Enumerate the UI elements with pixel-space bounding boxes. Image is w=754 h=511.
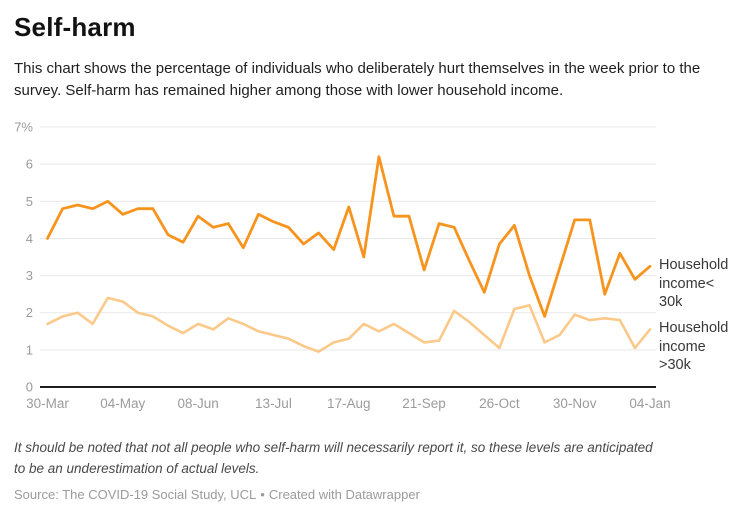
page-title: Self-harm bbox=[14, 12, 136, 42]
x-tick-label: 26-Oct bbox=[479, 396, 520, 411]
x-tick-label: 04-May bbox=[100, 396, 145, 411]
legend-label-low-income: Household income< 30k bbox=[659, 256, 751, 312]
legend-line: Household bbox=[659, 320, 729, 337]
legend-line: income< bbox=[659, 275, 715, 292]
x-tick-label: 21-Sep bbox=[402, 396, 446, 411]
y-tick-label: 4 bbox=[26, 231, 33, 246]
x-tick-label: 04-Jan bbox=[629, 396, 670, 411]
x-tick-label: 08-Jun bbox=[177, 396, 218, 411]
y-tick-label: 5 bbox=[26, 194, 33, 209]
series-line-0 bbox=[46, 155, 652, 318]
footnote: It should be noted that not all people w… bbox=[14, 440, 653, 476]
y-tick-label: 0 bbox=[26, 380, 33, 395]
line-chart: 0 1 2 3 4 5 6 7% 30-Mar 04-May 08-Jun 13-Jul 17-Aug 2… bbox=[0, 115, 754, 435]
x-tick-label: 17-Aug bbox=[327, 396, 371, 411]
y-tick-label: 1 bbox=[26, 342, 33, 357]
legend-line: income bbox=[659, 338, 706, 355]
legend-line: >30k bbox=[659, 357, 691, 374]
y-tick-label: 2 bbox=[26, 305, 33, 320]
x-tick-label: 13-Jul bbox=[255, 396, 292, 411]
y-tick-label: 6 bbox=[26, 157, 33, 172]
attribution-text: Created with Datawrapper bbox=[268, 487, 420, 502]
legend-label-high-income: Household income >30k bbox=[659, 319, 751, 375]
legend-line: Household bbox=[659, 257, 729, 274]
source-text: Source: The COVID-19 Social Study, UCL bbox=[14, 487, 257, 502]
chart-canvas: 0 1 2 3 4 5 6 7% 30-Mar 04-May 08-Jun 13-Jul 17-Aug 2… bbox=[14, 120, 670, 411]
x-tick-label: 30-Mar bbox=[26, 396, 69, 411]
separator: • bbox=[260, 487, 265, 502]
legend-line: 30k bbox=[659, 294, 683, 311]
y-tick-label: 3 bbox=[26, 268, 33, 283]
y-tick-label: 7% bbox=[14, 120, 33, 135]
series-line-1 bbox=[46, 296, 652, 353]
x-tick-label: 30-Nov bbox=[553, 396, 597, 411]
source-line: Source: The COVID-19 Social Study, UCL • C… bbox=[14, 486, 740, 503]
chart-description: This chart shows the percentage of indiv… bbox=[14, 60, 701, 99]
